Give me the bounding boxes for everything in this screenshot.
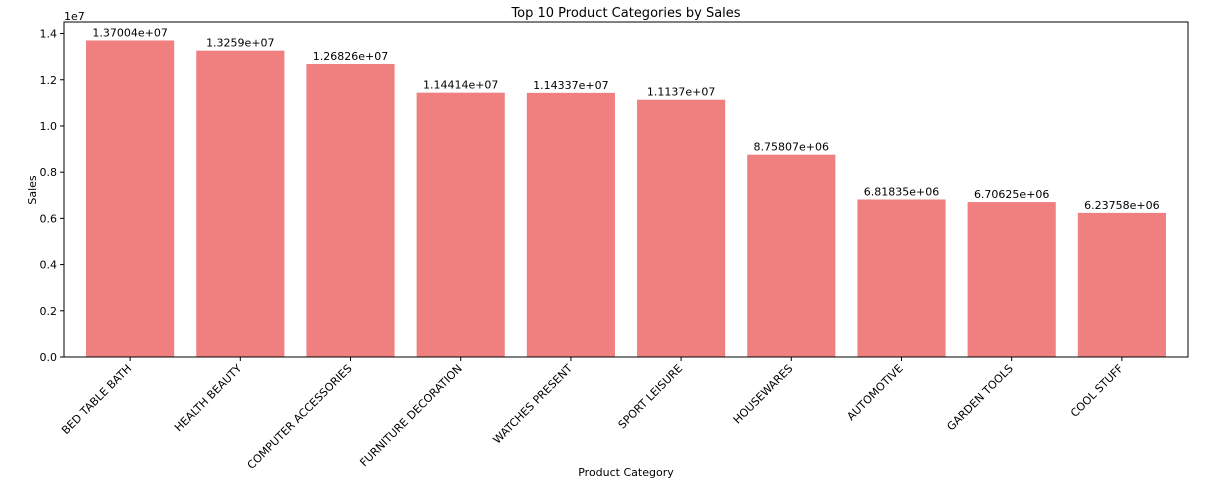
bar-data-label: 1.3259e+07 [206, 37, 274, 50]
chart-title: Top 10 Product Categories by Sales [510, 6, 740, 21]
y-axis-offset-label: 1e7 [64, 10, 85, 23]
y-tick-label: 0.8 [40, 166, 58, 179]
y-tick-label: 0.4 [40, 259, 58, 272]
x-tick-label: GARDEN TOOLS [944, 362, 1015, 433]
y-tick-label: 0.6 [40, 212, 58, 225]
y-tick-label: 1.4 [40, 28, 58, 41]
bar [306, 63, 395, 357]
bar-data-label: 1.14337e+07 [533, 79, 608, 92]
x-tick-label: AUTOMOTIVE [844, 362, 905, 423]
x-tick-label: BED TABLE BATH [59, 362, 134, 437]
bar [637, 99, 726, 357]
x-tick-label: HOUSEWARES [731, 362, 796, 427]
bar-data-label: 1.1137e+07 [647, 86, 715, 99]
y-tick-label: 0.0 [40, 351, 58, 364]
bar [1077, 212, 1166, 357]
y-axis-label: Sales [26, 175, 39, 205]
x-tick-label: COMPUTER ACCESSORIES [245, 362, 355, 472]
x-tick-label: FURNITURE DECORATION [357, 362, 464, 469]
plot-frame [63, 21, 1189, 358]
bar [747, 154, 836, 357]
bar-data-label: 6.23758e+06 [1084, 199, 1159, 212]
bar [416, 92, 505, 357]
x-tick-label: HEALTH BEAUTY [172, 362, 245, 435]
y-tick-label: 1.2 [40, 74, 58, 87]
x-axis-label: Product Category [578, 466, 674, 479]
bar-data-label: 1.26826e+07 [313, 50, 388, 63]
bar-data-label: 6.81835e+06 [864, 185, 939, 198]
bar [196, 50, 285, 357]
bar-data-label: 6.70625e+06 [974, 188, 1049, 201]
y-tick-label: 0.2 [40, 305, 58, 318]
bar [526, 92, 615, 357]
bar [86, 40, 175, 358]
bar-data-label: 1.37004e+07 [92, 26, 167, 39]
bar [967, 202, 1056, 357]
y-tick-label: 1.0 [40, 120, 58, 133]
bar-data-label: 8.75807e+06 [754, 141, 829, 154]
bar-data-label: 1.14414e+07 [423, 79, 498, 92]
x-tick-label: SPORT LEISURE [616, 362, 686, 432]
x-tick-label: COOL STUFF [1068, 362, 1126, 420]
x-tick-label: WATCHES PRESENT [491, 362, 576, 447]
bar [857, 199, 946, 357]
